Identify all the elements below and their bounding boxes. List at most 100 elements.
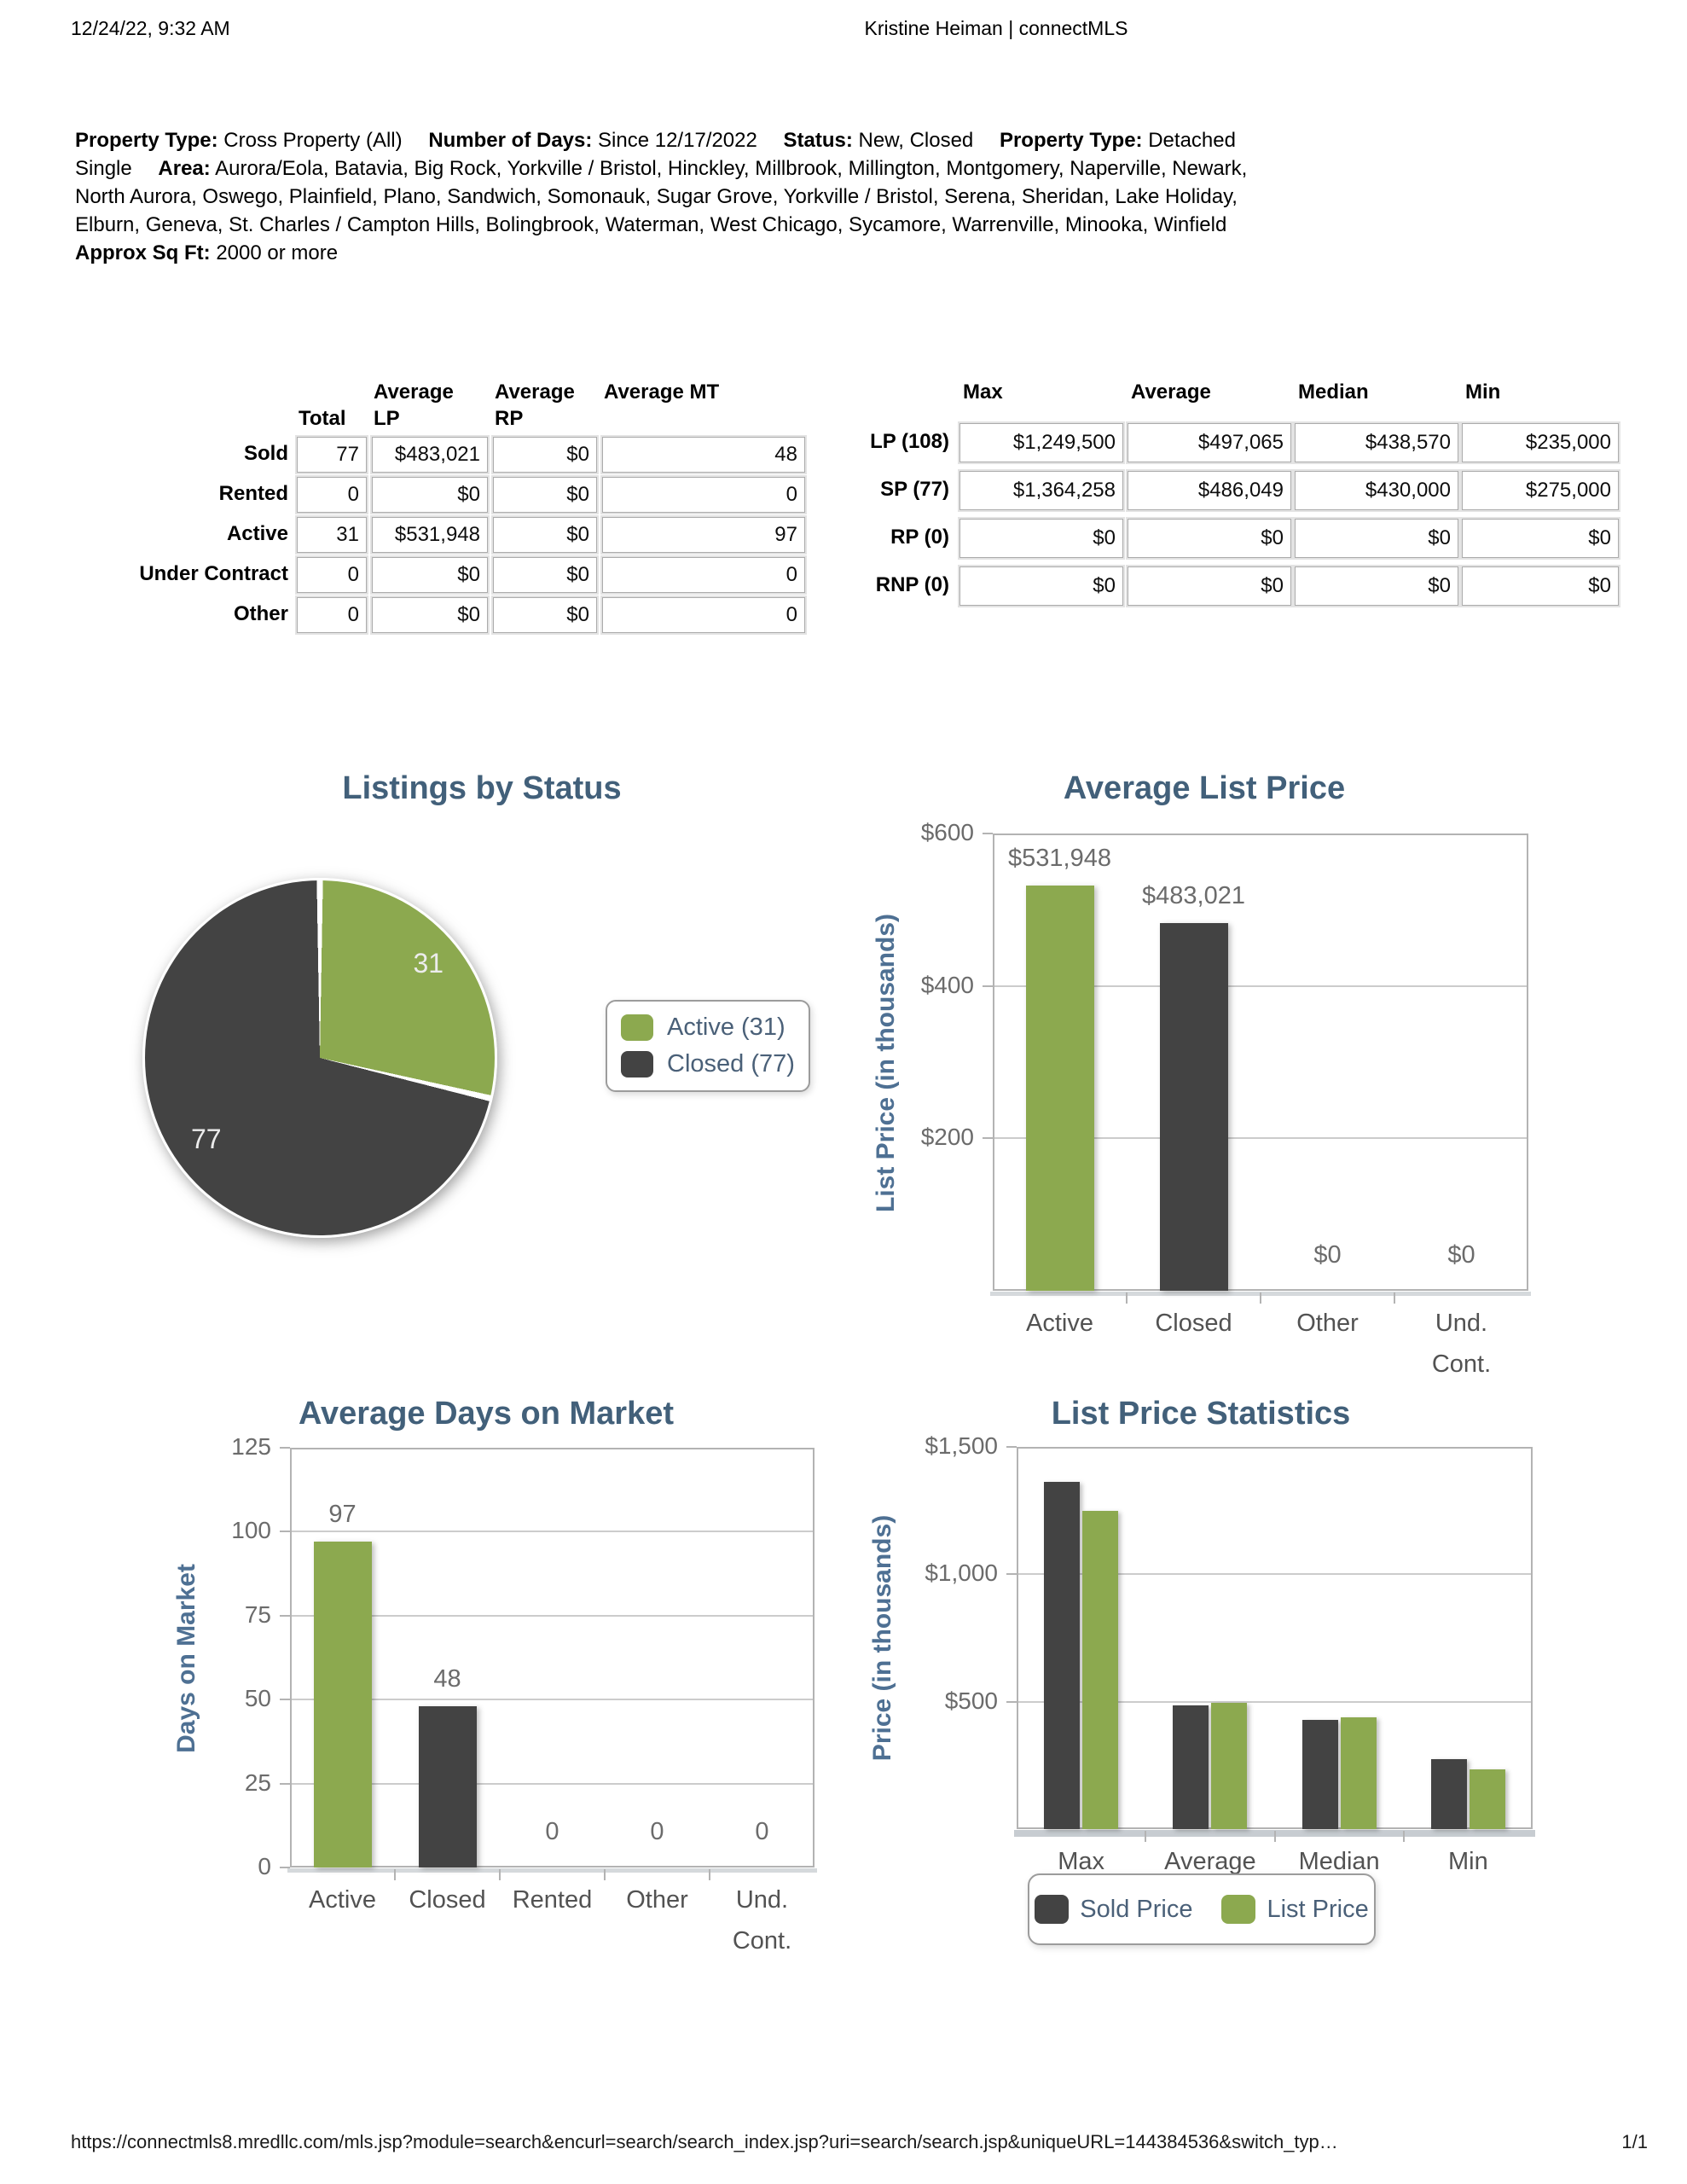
- gridline: [994, 985, 1527, 987]
- status-cell: 77: [297, 437, 367, 473]
- axis-baseline: [287, 1868, 817, 1873]
- status-col-header-line2: RP: [495, 407, 524, 430]
- price-cell-value: $486,049: [1197, 479, 1284, 502]
- price-cell: $0: [1462, 519, 1619, 558]
- status-cell: $0: [493, 597, 597, 633]
- grouped-bar: [1469, 1769, 1505, 1829]
- bar-value-label: 0: [545, 1818, 559, 1845]
- status-cell-value: 0: [786, 483, 797, 506]
- y-tick-mark: [280, 1531, 290, 1533]
- status-cell: $0: [493, 477, 597, 513]
- y-tick-mark: [983, 1137, 993, 1140]
- price-col-header: Median: [1298, 380, 1369, 404]
- criteria-label: Status:: [783, 129, 853, 152]
- bar-value-label: 0: [650, 1818, 664, 1845]
- x-category-label: Active: [1026, 1310, 1093, 1337]
- criteria-value: 2000 or more: [216, 241, 339, 264]
- price-cell-value: $235,000: [1525, 431, 1611, 454]
- grouped-bar: [1430, 1758, 1467, 1829]
- chart-title: Average List Price: [1063, 770, 1346, 806]
- price-cell: $0: [1295, 566, 1458, 606]
- y-axis-label: List Price (in thousands): [872, 913, 900, 1213]
- status-cell: 0: [297, 557, 367, 593]
- y-tick-label: $400: [920, 971, 974, 998]
- chart-title: List Price Statistics: [1051, 1396, 1351, 1432]
- price-cell-value: $430,000: [1365, 479, 1451, 502]
- bar-value-label: 0: [755, 1818, 769, 1845]
- criteria-label: Property Type:: [999, 129, 1143, 152]
- y-tick-label: $1,000: [925, 1560, 998, 1587]
- status-cell: 0: [602, 597, 805, 633]
- legend-item: List Price: [1221, 1895, 1369, 1924]
- x-tick-mark: [1126, 1292, 1128, 1304]
- status-cell-value: $0: [457, 603, 480, 626]
- bar-value-label: $0: [1447, 1241, 1475, 1269]
- legend-item: Active (31): [621, 1014, 795, 1042]
- status-cell: $0: [493, 517, 597, 553]
- status-cell-value: $0: [566, 483, 589, 506]
- grouped-bar: [1082, 1510, 1119, 1829]
- status-cell-value: 0: [347, 483, 359, 506]
- y-tick-label: 25: [244, 1769, 271, 1796]
- y-tick-label: 125: [231, 1433, 271, 1460]
- status-row-label: Other: [233, 602, 288, 625]
- status-cell: 31: [297, 517, 367, 553]
- criteria-label: Property Type:: [75, 129, 218, 152]
- status-cell-value: 0: [347, 563, 359, 586]
- bar: [418, 1706, 477, 1867]
- price-cell: $0: [959, 519, 1123, 558]
- price-row-label: RNP (0): [875, 573, 949, 596]
- x-tick-mark: [1260, 1292, 1261, 1304]
- price-cell: $0: [1295, 519, 1458, 558]
- bar: [313, 1542, 372, 1867]
- status-cell: $0: [493, 437, 597, 473]
- price-cell-value: $0: [1428, 526, 1451, 549]
- legend-label: List Price: [1267, 1895, 1369, 1923]
- criteria-value: Detached Single: [75, 129, 1236, 180]
- status-cell-value: $483,021: [394, 443, 480, 466]
- chart-title: Average Days on Market: [298, 1396, 674, 1432]
- status-cell: 0: [297, 477, 367, 513]
- price-cell: $0: [959, 566, 1123, 606]
- price-cell: $0: [1128, 566, 1291, 606]
- status-cell: $0: [493, 557, 597, 593]
- price-row-label: LP (108): [870, 430, 949, 453]
- legend-swatch: [621, 1014, 653, 1041]
- grouped-bar: [1211, 1702, 1248, 1829]
- status-cell-value: $0: [566, 443, 589, 466]
- status-cell-value: 31: [336, 523, 359, 546]
- status-col-header-total: Total: [299, 407, 346, 430]
- status-cell-value: 0: [347, 603, 359, 626]
- status-cell: 0: [602, 477, 805, 513]
- price-cell-value: $0: [1428, 574, 1451, 597]
- y-tick-mark: [983, 833, 993, 834]
- y-tick-mark: [280, 1782, 290, 1785]
- x-tick-mark: [1394, 1292, 1395, 1304]
- x-category-label: Closed: [1155, 1310, 1232, 1337]
- status-col-header-line1: Average: [374, 380, 454, 404]
- price-cell-value: $1,249,500: [1012, 431, 1116, 454]
- chart-title: Listings by Status: [342, 770, 622, 806]
- criteria-value: Cross Property (All): [223, 129, 403, 152]
- price-cell: $1,249,500: [959, 423, 1123, 462]
- y-tick-mark: [280, 1614, 290, 1617]
- criteria-value: Since 12/17/2022: [598, 129, 757, 152]
- gridline: [292, 1531, 813, 1533]
- legend-swatch: [1221, 1895, 1256, 1924]
- status-cell: $0: [372, 557, 488, 593]
- x-category-label: Max: [1058, 1848, 1105, 1875]
- status-cell-value: 0: [786, 603, 797, 626]
- price-cell-value: $0: [1093, 526, 1116, 549]
- price-cell: $0: [1462, 566, 1619, 606]
- legend-item: Closed (77): [621, 1050, 795, 1078]
- y-tick-mark: [1006, 1446, 1017, 1448]
- status-cell-value: $0: [457, 563, 480, 586]
- price-cell: $235,000: [1462, 423, 1619, 462]
- price-cell: $486,049: [1128, 471, 1291, 510]
- legend-label: Closed (77): [667, 1050, 795, 1077]
- footer-page-number: 1/1: [1621, 2131, 1648, 2152]
- x-category-label: Und. Cont.: [732, 1886, 792, 1955]
- status-cell-value: 77: [336, 443, 359, 466]
- price-cell-value: $0: [1588, 526, 1611, 549]
